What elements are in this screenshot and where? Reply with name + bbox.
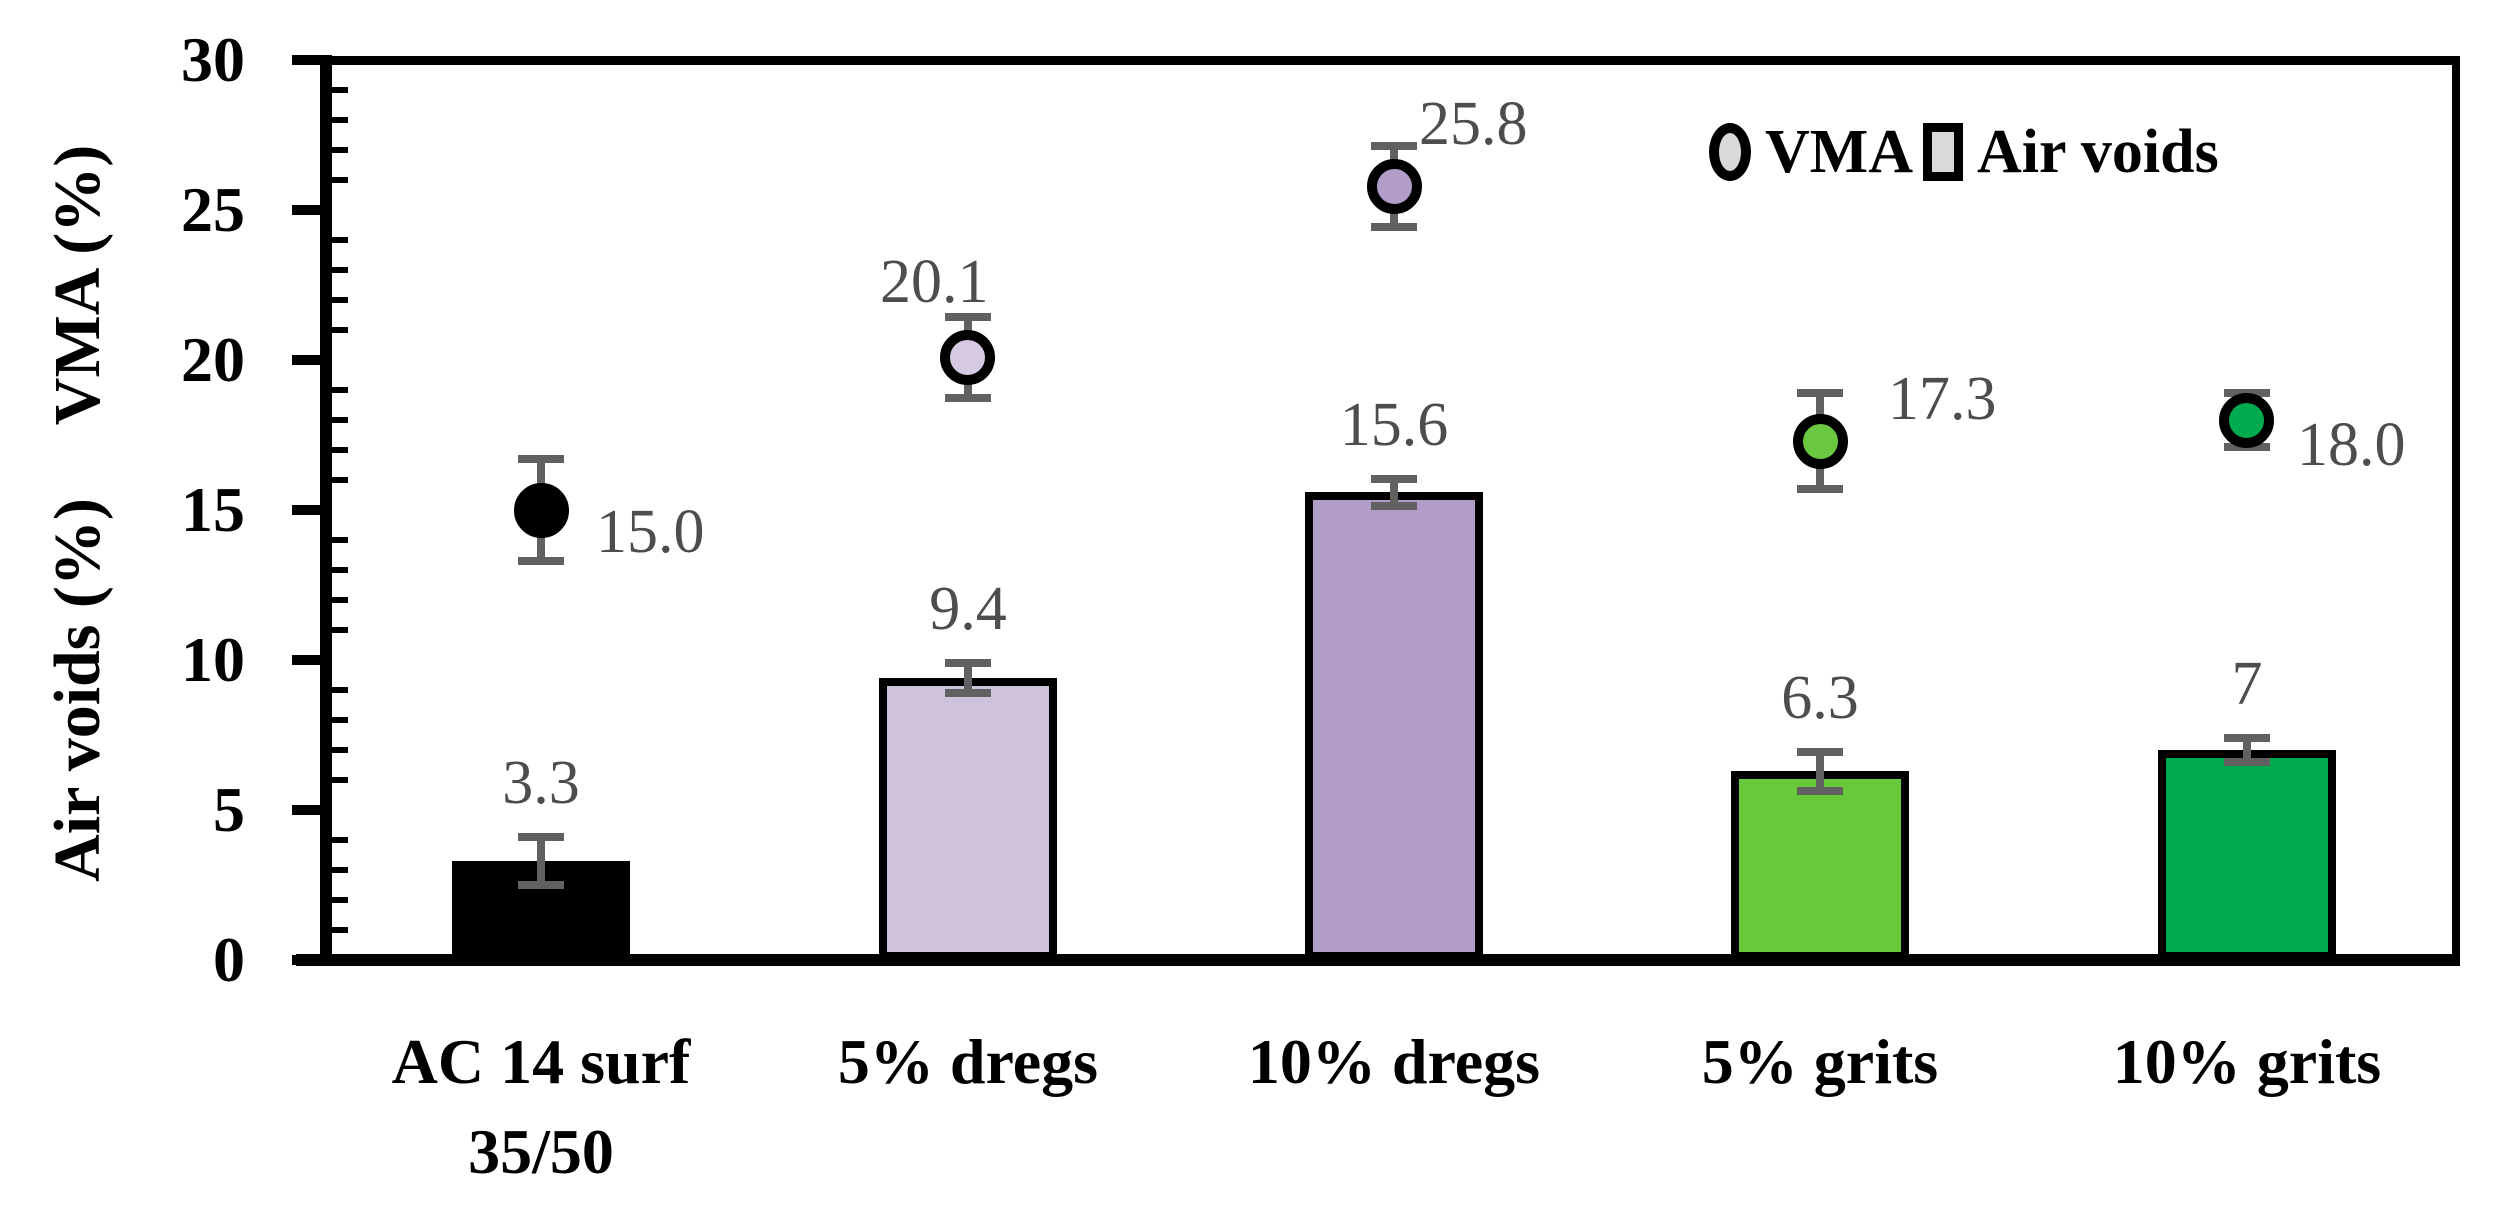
y-minor-tick (332, 867, 348, 873)
y-minor-tick (332, 897, 348, 903)
y-minor-tick (332, 627, 348, 633)
bar-value-label: 3.3 (502, 749, 580, 817)
bar-error-bar-cap (518, 833, 564, 841)
x-category-label: AC 14 surf (391, 1026, 691, 1097)
y-minor-tick (332, 297, 348, 303)
vma-marker (1367, 159, 1422, 214)
legend-vma-circle-icon (1709, 123, 1751, 181)
bar-value-label: 9.4 (929, 575, 1007, 643)
y-minor-tick (332, 177, 348, 183)
marker-error-bar-cap (945, 313, 991, 321)
y-tick-label: 5 (213, 774, 245, 845)
y-major-tick (292, 955, 332, 965)
vma-marker (2219, 393, 2274, 448)
x-axis-line (296, 954, 2460, 966)
vma-marker (514, 483, 569, 538)
x-category-label: 5% grits (1701, 1026, 1939, 1097)
marker-error-bar-cap (518, 557, 564, 565)
y-major-tick (292, 55, 332, 65)
marker-error-bar-cap (1797, 485, 1843, 493)
y-minor-tick (332, 777, 348, 783)
y-tick-label: 30 (181, 24, 245, 95)
y-major-tick (292, 805, 332, 815)
legend-vma-label: VMA (1765, 118, 1914, 186)
y-tick-label: 25 (181, 174, 245, 245)
marker-error-bar-cap (518, 455, 564, 463)
y-major-tick (292, 355, 332, 365)
bar-error-bar-line (1390, 479, 1398, 506)
vma-marker (940, 330, 995, 385)
x-category-label: 10% dregs (1247, 1026, 1541, 1097)
bar-error-bar-cap (518, 881, 564, 889)
air-voids-bar (1305, 492, 1483, 960)
bar-error-bar-cap (945, 659, 991, 667)
marker-value-label: 20.1 (880, 248, 989, 316)
y-minor-tick (332, 237, 348, 243)
y-tick-label: 20 (181, 324, 245, 395)
air-voids-bar (879, 678, 1057, 960)
y-minor-tick (332, 837, 348, 843)
marker-error-bar-cap (1371, 142, 1417, 150)
marker-value-label: 15.0 (596, 498, 705, 566)
y-major-tick (292, 655, 332, 665)
y-minor-tick (332, 87, 348, 93)
air-voids-bar (2158, 750, 2336, 960)
plot-frame-top (320, 56, 2460, 65)
bar-value-label: 6.3 (1781, 664, 1859, 732)
y-minor-tick (332, 597, 348, 603)
y-minor-tick (332, 147, 348, 153)
x-category-label: 5% dregs (837, 1026, 1099, 1097)
y-minor-tick (332, 267, 348, 273)
x-category-label: 10% grits (2112, 1026, 2382, 1097)
bar-error-bar-cap (945, 689, 991, 697)
plot-frame-right (2452, 56, 2460, 966)
y-minor-tick (332, 747, 348, 753)
y-minor-tick (332, 927, 348, 933)
marker-error-bar-cap (1371, 223, 1417, 231)
marker-error-bar-cap (1797, 389, 1843, 397)
bar-error-bar-cap (1797, 748, 1843, 756)
x-category-label-line2: 35/50 (468, 1116, 614, 1187)
y-minor-tick (332, 537, 348, 543)
vma-marker (1793, 414, 1848, 469)
y-tick-label: 0 (213, 924, 245, 995)
y-minor-tick (332, 417, 348, 423)
y-minor-tick (332, 117, 348, 123)
bar-value-label: 15.6 (1339, 391, 1449, 459)
y-minor-tick (332, 447, 348, 453)
marker-value-label: 25.8 (1419, 90, 1528, 158)
marker-value-label: 17.3 (1888, 365, 1997, 433)
bar-error-bar-cap (2224, 734, 2270, 742)
y-tick-label: 15 (181, 474, 245, 545)
y-minor-tick (332, 687, 348, 693)
bar-value-label: 7 (2231, 650, 2263, 718)
legend-air-voids-label: Air voids (1977, 118, 2219, 186)
air-voids-bar (1731, 771, 1909, 960)
marker-error-bar-cap (945, 394, 991, 402)
y-major-tick (292, 505, 332, 515)
bar-error-bar-line (964, 663, 972, 693)
bar-error-bar-line (1816, 752, 1824, 791)
y-tick-label: 10 (181, 624, 245, 695)
bar-error-bar-cap (1371, 475, 1417, 483)
y-minor-tick (332, 567, 348, 573)
marker-value-label: 18.0 (2297, 411, 2406, 479)
y-minor-tick (332, 477, 348, 483)
y-minor-tick (332, 387, 348, 393)
bar-error-bar-cap (1797, 787, 1843, 795)
bar-error-bar-cap (1371, 502, 1417, 510)
bar-error-bar-cap (2224, 758, 2270, 766)
bar-error-bar-line (2243, 738, 2251, 762)
bar-error-bar-line (537, 837, 545, 885)
legend-air-voids-square-icon (1923, 123, 1963, 181)
y-minor-tick (332, 327, 348, 333)
y-minor-tick (332, 717, 348, 723)
y-major-tick (292, 205, 332, 215)
